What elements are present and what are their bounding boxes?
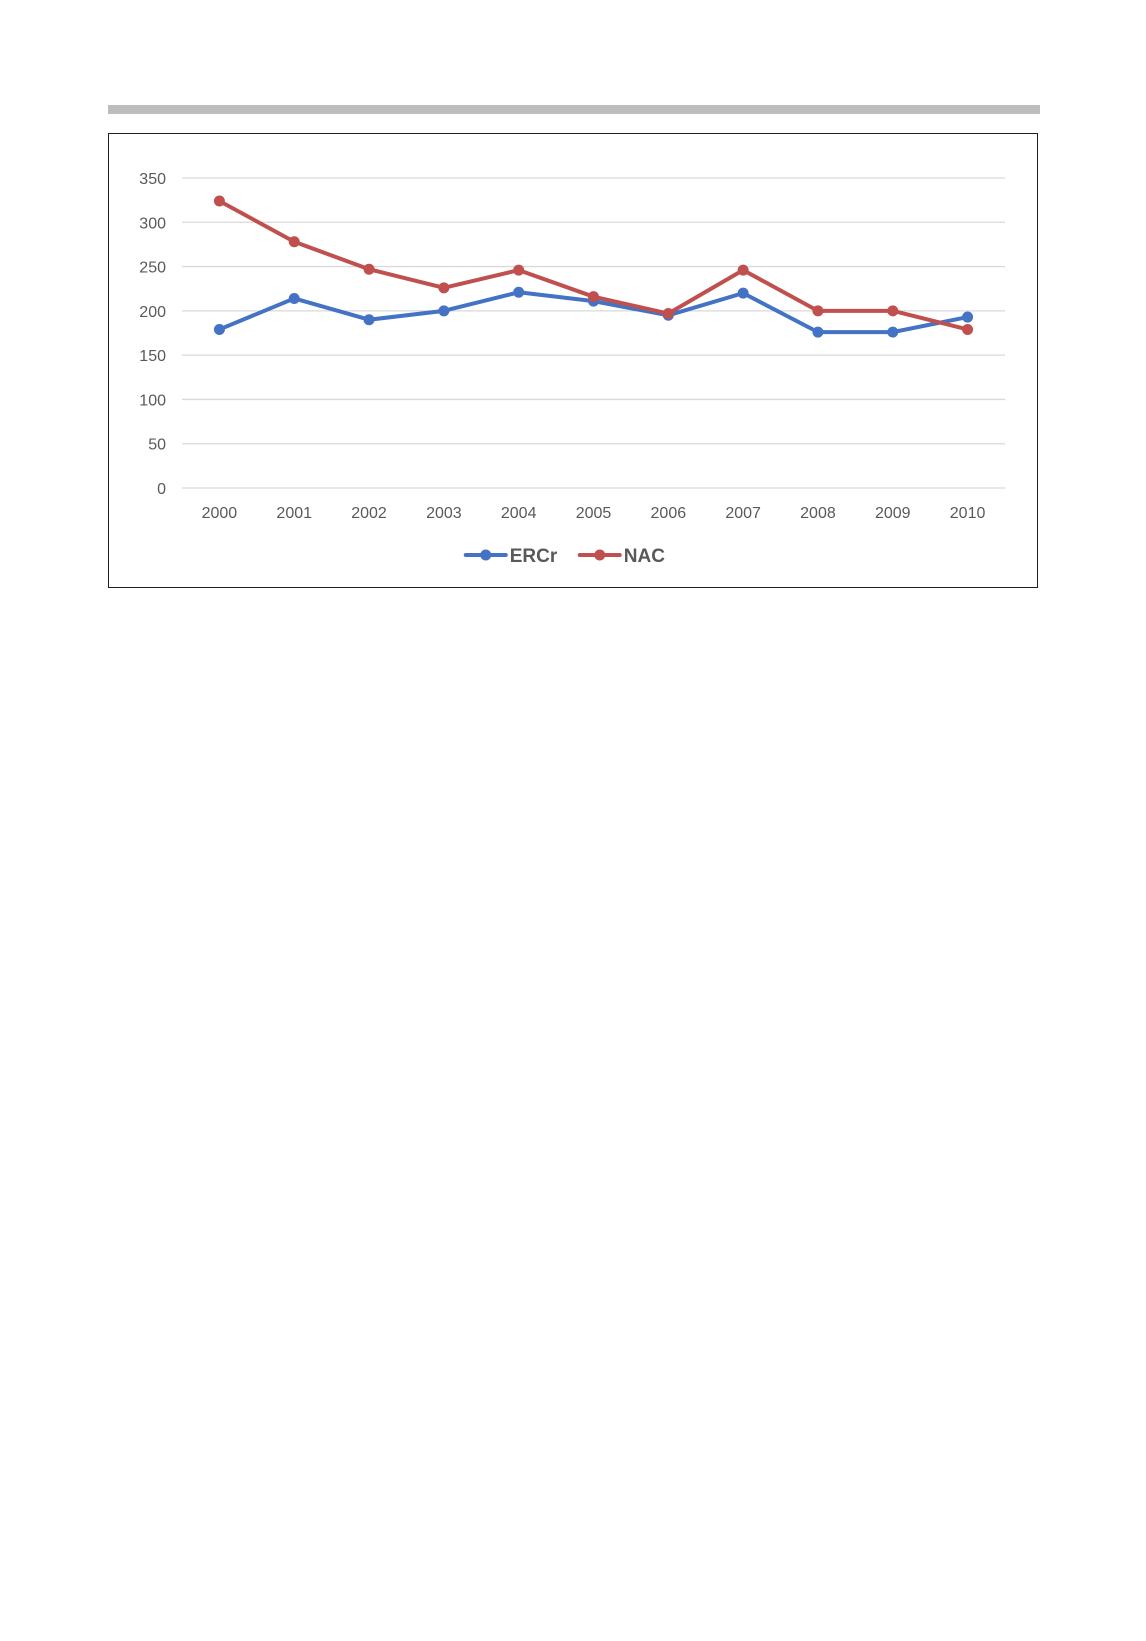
data-point-ercr-2004 bbox=[513, 286, 525, 298]
x-tick-label-2002: 2002 bbox=[351, 505, 387, 522]
y-tick-label-350: 350 bbox=[139, 171, 166, 188]
x-tick-label-2003: 2003 bbox=[426, 505, 462, 522]
y-tick-label-200: 200 bbox=[139, 304, 166, 321]
data-point-nac-2007 bbox=[737, 264, 749, 276]
data-point-ercr-2010 bbox=[962, 311, 974, 323]
legend-item-ercr: ERCr bbox=[463, 546, 558, 567]
x-tick-label-2004: 2004 bbox=[501, 505, 537, 522]
x-tick-label-2001: 2001 bbox=[276, 505, 312, 522]
data-point-nac-2008 bbox=[812, 305, 824, 317]
legend-swatch-marker-ercr bbox=[480, 549, 492, 561]
series-lines bbox=[213, 195, 974, 338]
data-point-nac-2002 bbox=[363, 263, 375, 275]
x-tick-label-2000: 2000 bbox=[202, 505, 238, 522]
data-point-nac-2006 bbox=[662, 308, 674, 320]
legend-label-nac: NAC bbox=[624, 546, 665, 567]
x-tick-label-2009: 2009 bbox=[875, 505, 911, 522]
y-tick-label-50: 50 bbox=[148, 437, 166, 454]
x-tick-label-2006: 2006 bbox=[651, 505, 687, 522]
data-point-ercr-2001 bbox=[288, 292, 300, 304]
x-tick-label-2007: 2007 bbox=[725, 505, 761, 522]
y-tick-label-150: 150 bbox=[139, 348, 166, 365]
legend-item-nac: NAC bbox=[577, 546, 665, 567]
data-point-ercr-2003 bbox=[438, 305, 450, 317]
chart-frame: 0 50 100 150 200 250 300 350 2000 2001 2002 2003 20… bbox=[108, 133, 1038, 588]
top-divider-bar bbox=[108, 105, 1040, 114]
legend-label-ercr: ERCr bbox=[510, 546, 558, 567]
legend-swatch-marker-nac bbox=[594, 549, 606, 561]
y-tick-label-300: 300 bbox=[139, 215, 166, 232]
data-point-nac-2001 bbox=[288, 236, 300, 248]
x-axis-tick-labels: 2000 2001 2002 2003 2004 2005 2006 2007 2008 2009… bbox=[202, 505, 986, 522]
x-tick-label-2008: 2008 bbox=[800, 505, 836, 522]
data-point-nac-2000 bbox=[213, 195, 225, 207]
data-point-ercr-2000 bbox=[213, 323, 225, 335]
data-point-ercr-2009 bbox=[887, 326, 899, 338]
data-point-nac-2010 bbox=[962, 323, 974, 335]
data-point-ercr-2002 bbox=[363, 314, 375, 326]
gridlines bbox=[182, 177, 1005, 489]
legend: ERCr NAC bbox=[463, 546, 665, 567]
data-point-ercr-2007 bbox=[737, 287, 749, 299]
data-point-nac-2009 bbox=[887, 305, 899, 317]
x-tick-label-2010: 2010 bbox=[950, 505, 986, 522]
data-point-nac-2005 bbox=[588, 291, 599, 303]
y-axis-tick-labels: 0 50 100 150 200 250 300 350 bbox=[139, 171, 166, 498]
y-tick-label-250: 250 bbox=[139, 260, 166, 277]
data-point-nac-2004 bbox=[513, 264, 525, 276]
x-tick-label-2005: 2005 bbox=[576, 505, 612, 522]
data-point-nac-2003 bbox=[438, 282, 450, 294]
y-tick-label-0: 0 bbox=[157, 481, 166, 498]
data-point-ercr-2008 bbox=[812, 326, 824, 338]
y-tick-label-100: 100 bbox=[139, 392, 166, 409]
